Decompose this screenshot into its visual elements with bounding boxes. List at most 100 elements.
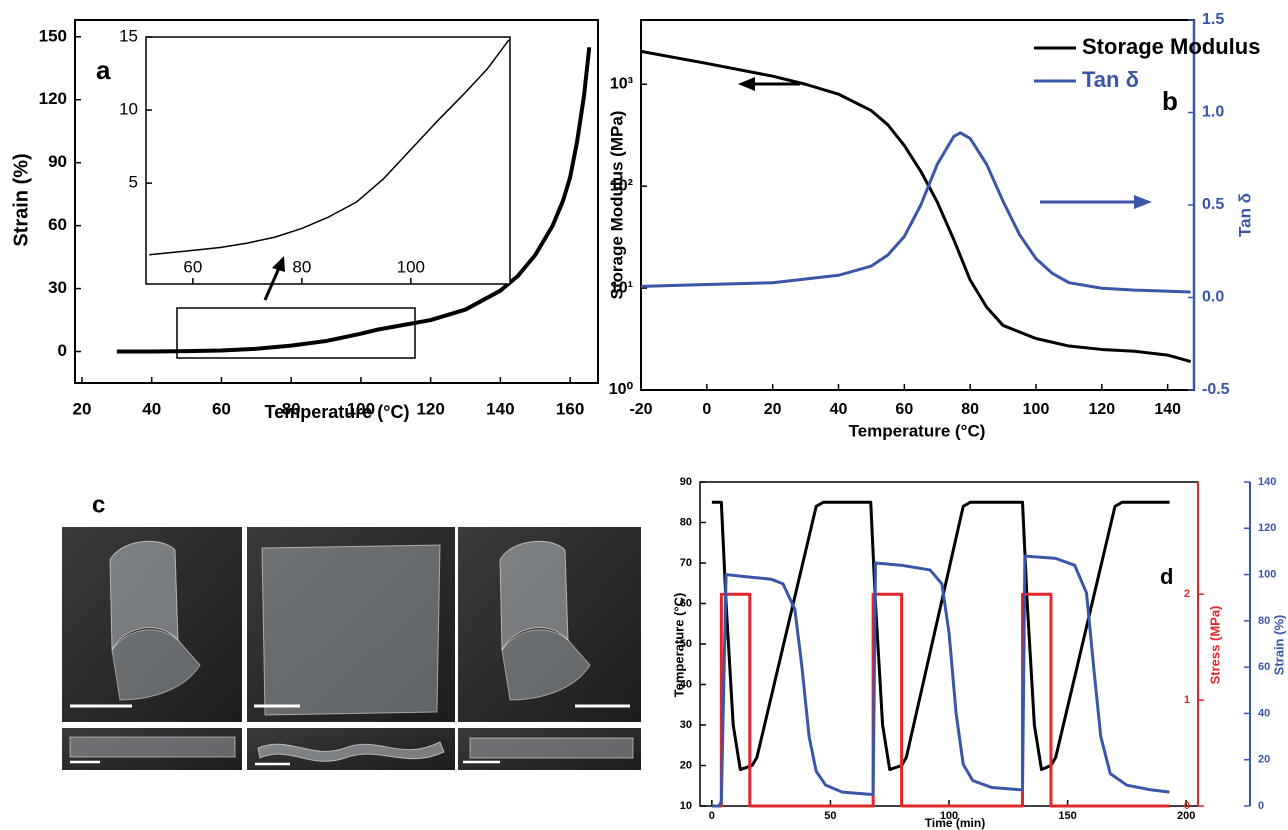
y-tick-label: 10¹ xyxy=(610,279,633,296)
y-tick-label: 20 xyxy=(680,759,692,771)
photo xyxy=(247,527,455,722)
y-tick-label: 60 xyxy=(680,597,692,609)
y2-tick-label: 1.0 xyxy=(1202,104,1224,121)
x-tick-label: 60 xyxy=(895,401,913,418)
y-tick-label: 50 xyxy=(680,638,692,650)
y2-tick-label: 0.0 xyxy=(1202,289,1224,306)
y-tick-label: 40 xyxy=(680,678,692,690)
legend-label: Storage Modulus xyxy=(1082,34,1260,59)
panel-a-inset: 60 80 100 5 10 15 xyxy=(119,26,511,285)
y3-tick-label: 40 xyxy=(1258,707,1270,719)
film xyxy=(501,629,591,701)
y-tick-label: 90 xyxy=(48,152,67,171)
x-tick-label: 80 xyxy=(282,399,301,418)
x-tick-label: 80 xyxy=(292,257,311,276)
y-tick-label: 15 xyxy=(119,26,138,45)
y-tick-label: 30 xyxy=(680,719,692,731)
series-line xyxy=(711,500,1170,772)
x-tick-label: 150 xyxy=(1058,810,1076,822)
x-tick-label: 60 xyxy=(183,257,202,276)
y2-tick-label: 1.5 xyxy=(1202,11,1224,28)
y3-tick-label: 140 xyxy=(1258,476,1276,488)
twisted-strip xyxy=(257,741,445,762)
y3-tick-label: 60 xyxy=(1258,661,1270,673)
panel-label: d xyxy=(1160,564,1173,589)
y3-tick-label: 0 xyxy=(1258,800,1264,812)
photo-panel: c xyxy=(62,491,641,770)
zoom-box xyxy=(176,307,416,359)
photo xyxy=(62,527,242,722)
x-axis-title: Time (min) xyxy=(925,816,985,830)
x-tick-label: 100 xyxy=(940,810,958,822)
y3-tick-label: 20 xyxy=(1258,754,1270,766)
y-tick-label: 10³ xyxy=(610,75,633,92)
y2-tick-label: -0.5 xyxy=(1202,381,1230,398)
series-line xyxy=(711,554,1170,808)
x-tick-label: 120 xyxy=(416,399,444,418)
y3-tick-label: 100 xyxy=(1258,568,1276,580)
x-tick-label: 40 xyxy=(830,401,848,418)
y-tick-label: 70 xyxy=(680,557,692,569)
axis-arrowhead xyxy=(738,77,755,91)
y-tick-label: 0 xyxy=(58,341,67,360)
film xyxy=(261,544,441,716)
y-tick-label: 10⁰ xyxy=(609,381,634,398)
y-tick-label: 10 xyxy=(119,100,138,119)
y2-tick-label: 0 xyxy=(1184,800,1190,812)
zoom-arrow xyxy=(263,267,281,301)
y2-tick-label: 1 xyxy=(1184,694,1190,706)
x-axis-title: Temperature (°C) xyxy=(849,421,986,440)
x-tick-label: 200 xyxy=(1177,810,1195,822)
x-tick-label: -20 xyxy=(629,401,652,418)
y-tick-label: 60 xyxy=(48,215,67,234)
y2-tick-label: 2 xyxy=(1184,588,1190,600)
y3-tick-label: 80 xyxy=(1258,615,1270,627)
y-tick-label: 10² xyxy=(610,177,633,194)
plot-frame xyxy=(74,19,599,384)
strip xyxy=(469,737,634,759)
y2-axis-title: Tan δ xyxy=(1235,193,1254,237)
x-tick-label: 60 xyxy=(212,399,231,418)
series-line xyxy=(149,39,510,256)
x-tick-label: 100 xyxy=(1023,401,1050,418)
y-tick-label: 10 xyxy=(680,800,692,812)
y-axis-title: Strain (%) xyxy=(10,153,32,246)
x-tick-label: 40 xyxy=(142,399,161,418)
x-tick-label: 160 xyxy=(556,399,584,418)
x-tick-label: 80 xyxy=(961,401,979,418)
panel-label: b xyxy=(1162,86,1178,116)
photo xyxy=(458,527,641,722)
y-tick-label: 5 xyxy=(129,173,138,192)
y2-axis-title: Stress (MPa) xyxy=(1207,606,1222,685)
zoom-arrowhead xyxy=(272,256,285,272)
x-axis-title: Temperature (°C) xyxy=(265,402,410,422)
y-tick-label: 80 xyxy=(680,516,692,528)
plot-frame xyxy=(145,36,511,285)
series-line xyxy=(116,47,592,354)
series-line xyxy=(640,131,1191,294)
y2-tick-label: 0.5 xyxy=(1202,196,1224,213)
strip xyxy=(69,736,236,758)
panel-label: a xyxy=(96,55,111,85)
panel-d: 0 50 100 150 2001020304050607080900120204060… xyxy=(680,476,1277,822)
y3-axis-title: Strain (%) xyxy=(1271,615,1286,676)
y-axis-title: Storage Modulus (MPa) xyxy=(607,111,626,300)
y-tick-label: 30 xyxy=(48,278,67,297)
x-tick-label: 0 xyxy=(709,810,715,822)
panel-a: 20 40 60 80 100 120 140 160 0 30 60 90 120 150 xyxy=(39,19,599,418)
x-tick-label: 100 xyxy=(347,399,375,418)
series-line xyxy=(640,49,1192,364)
x-tick-label: 50 xyxy=(824,810,836,822)
y-tick-label: 150 xyxy=(39,26,67,45)
panel-b: -20 0 20 40 60 80 100 120 140 10⁰ 10¹ 10² 10³ -0.5 0.0… xyxy=(609,11,1261,418)
x-tick-label: 120 xyxy=(1088,401,1115,418)
x-tick-label: 140 xyxy=(1154,401,1181,418)
x-tick-label: 100 xyxy=(397,257,425,276)
y3-tick-label: 120 xyxy=(1258,522,1276,534)
x-tick-label: 20 xyxy=(73,399,92,418)
y-tick-label: 120 xyxy=(39,89,67,108)
x-tick-label: 20 xyxy=(764,401,782,418)
axis-arrowhead xyxy=(1134,195,1152,209)
x-tick-label: 0 xyxy=(702,401,711,418)
